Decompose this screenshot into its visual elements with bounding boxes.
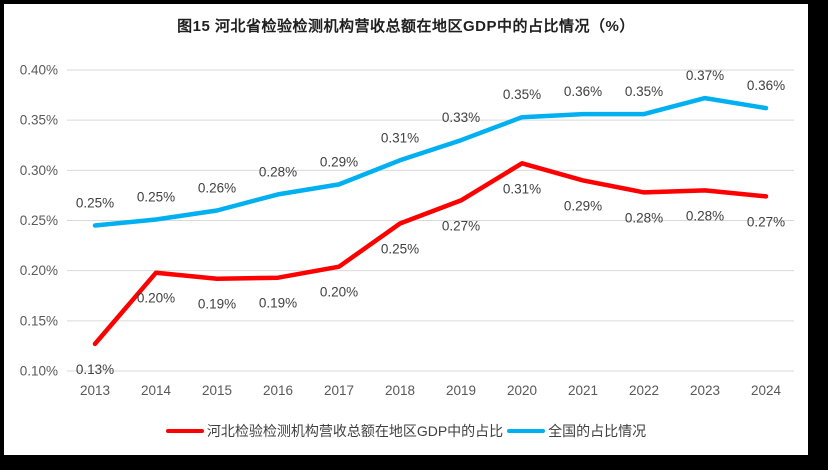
data-label: 0.28% [625,210,663,225]
data-label: 0.35% [503,87,541,102]
x-axis-tick-label: 2019 [446,383,476,398]
data-label: 0.19% [259,296,297,311]
data-label: 0.26% [198,180,236,195]
data-label: 0.27% [442,218,480,233]
y-axis-tick-label: 0.35% [20,113,58,128]
data-label: 0.28% [259,164,297,179]
x-axis-tick-label: 2017 [324,383,354,398]
legend-line-swatch-red [165,429,204,433]
x-axis-tick-label: 2023 [690,383,720,398]
data-label: 0.19% [198,297,236,312]
data-label: 0.25% [137,189,175,204]
data-label: 0.37% [686,68,724,83]
series-line-hebei[interactable] [92,161,769,347]
data-label: 0.35% [625,84,663,99]
data-label: 0.28% [686,208,724,223]
y-axis-tick-label: 0.10% [20,364,58,379]
data-label: 0.27% [747,214,785,229]
chart-canvas [4,4,808,455]
y-axis-tick-label: 0.25% [20,213,58,228]
y-axis-tick-label: 0.15% [20,313,58,328]
y-axis-tick-label: 0.30% [20,163,58,178]
data-label: 0.29% [564,198,602,213]
x-axis-tick-label: 2016 [263,383,293,398]
x-axis-tick-label: 2024 [751,383,782,398]
x-axis-tick-label: 2013 [80,383,110,398]
series-line-national[interactable] [92,95,769,228]
x-axis-tick-label: 2014 [141,383,172,398]
x-axis-tick-label: 2020 [507,383,537,398]
data-label: 0.31% [381,130,419,145]
data-label: 0.33% [442,110,480,125]
legend-line-swatch-blue [507,429,546,433]
data-label: 0.25% [381,242,419,257]
data-label: 0.36% [564,84,602,99]
data-label: 0.25% [76,196,114,211]
chart-title: 图15 河北省检验检测机构营收总额在地区GDP中的占比情况（%） [177,18,635,35]
legend-label-hebei: 河北检验检测机构营收总额在地区GDP中的占比 [206,423,504,439]
x-axis-tick-label: 2015 [202,383,232,398]
data-label: 0.20% [137,291,175,306]
y-axis-tick-label: 0.20% [20,263,58,278]
data-label: 0.13% [76,362,114,377]
chart-legend: 河北检验检测机构营收总额在地区GDP中的占比 全国的占比情况 [4,419,808,443]
x-axis-tick-label: 2018 [385,383,415,398]
legend-label-national: 全国的占比情况 [548,423,647,439]
y-axis-tick-label: 0.40% [20,63,58,78]
x-axis-tick-label: 2021 [568,383,598,398]
legend-item-national[interactable]: 全国的占比情况 [507,421,646,441]
data-label: 0.29% [320,154,358,169]
data-label: 0.36% [747,78,785,93]
data-label: 0.20% [320,285,358,300]
x-axis-tick-label: 2022 [629,383,659,398]
data-label: 0.31% [503,181,541,196]
legend-item-hebei[interactable]: 河北检验检测机构营收总额在地区GDP中的占比 [165,421,504,441]
